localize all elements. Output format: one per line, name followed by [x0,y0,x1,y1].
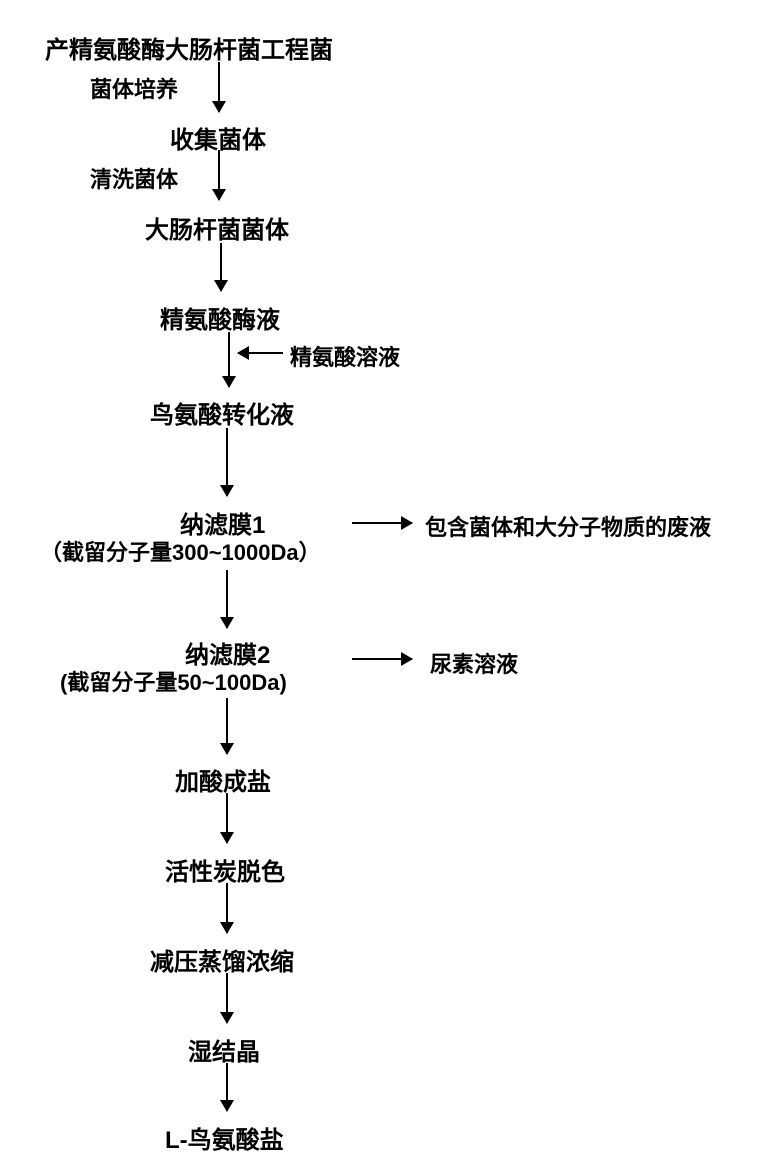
label-waste-liquid: 包含菌体和大分子物质的废液 [425,510,711,542]
arrow-v-2 [218,150,220,200]
arrow-v-1 [218,62,220,112]
arrow-v-3 [220,243,222,291]
node-vacuum-distill: 减压蒸馏浓缩 [150,942,294,977]
label-culture: 菌体培养 [90,72,178,104]
arrow-h-arginine-in [238,352,283,354]
node-nanofilter1-detail: （截留分子量300~1000Da） [40,535,321,567]
arrow-v-11 [226,1063,228,1111]
flowchart-container: 产精氨酸酶大肠杆菌工程菌 收集菌体 大肠杆菌菌体 精氨酸酶液 鸟氨酸转化液 纳滤… [0,0,784,1168]
arrow-v-5 [226,428,228,496]
label-wash: 清洗菌体 [90,162,178,194]
node-ornithine-conversion: 鸟氨酸转化液 [150,395,294,430]
node-carbon-decolor: 活性炭脱色 [165,852,285,887]
node-acid-salt: 加酸成盐 [175,762,271,797]
arrow-h-waste [352,522,412,524]
node-arginase-liquid: 精氨酸酶液 [160,300,280,335]
label-urea-solution: 尿素溶液 [430,647,518,679]
arrow-v-6 [226,570,228,628]
arrow-v-7 [226,698,228,754]
node-wet-crystal: 湿结晶 [188,1032,260,1067]
node-start: 产精氨酸酶大肠杆菌工程菌 [45,30,333,65]
label-arginine-solution: 精氨酸溶液 [290,340,400,372]
arrow-v-10 [226,973,228,1023]
node-nanofilter2-detail: (截留分子量50~100Da) [60,665,287,697]
node-l-ornithine-salt: L-鸟氨酸盐 [165,1120,284,1155]
arrow-h-urea [352,658,412,660]
arrow-v-8 [226,793,228,843]
node-ecoli-cells: 大肠杆菌菌体 [145,210,289,245]
arrow-v-9 [226,883,228,933]
arrow-v-4 [228,332,230,387]
